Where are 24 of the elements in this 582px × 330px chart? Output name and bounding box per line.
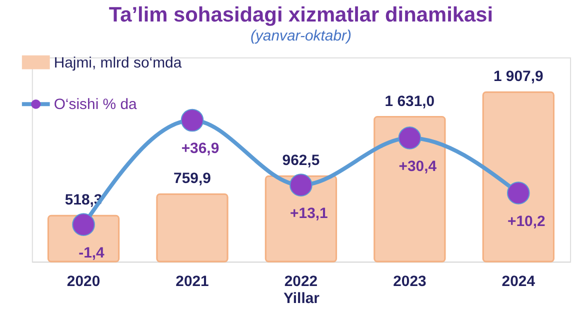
x-tick-label: 2022	[284, 273, 318, 290]
x-axis-title: Yillar	[283, 290, 320, 307]
point	[398, 126, 422, 150]
data-label: 1 631,0	[384, 92, 435, 110]
data-label: 962,5	[282, 152, 320, 170]
x-tick-label: 2021	[176, 273, 209, 290]
legend-label: O‘sishi % da	[54, 96, 138, 114]
chart-subtitle: (yanvar-oktabr)	[250, 27, 352, 44]
x-tick-label: 2024	[502, 273, 536, 290]
point	[506, 182, 530, 204]
point	[180, 108, 204, 132]
data-label: +10,2	[507, 212, 546, 230]
x-tick-label: 2020	[66, 273, 100, 290]
legend-label: Hajmi, mlrd so‘mda	[54, 54, 182, 72]
data-label: 1 907,9	[493, 68, 544, 86]
point	[290, 174, 312, 196]
x-tick-label: 2023	[393, 273, 426, 290]
data-label: 759,9	[174, 170, 211, 188]
point	[72, 213, 95, 236]
data-label: +36,9	[181, 140, 220, 158]
data-label: -1,4	[78, 244, 106, 262]
chart-title: Ta’lim sohasidagi xizmatlar dinamikasi	[108, 3, 494, 26]
data-label: +13,1	[290, 204, 328, 222]
data-label: +30,4	[398, 158, 438, 175]
